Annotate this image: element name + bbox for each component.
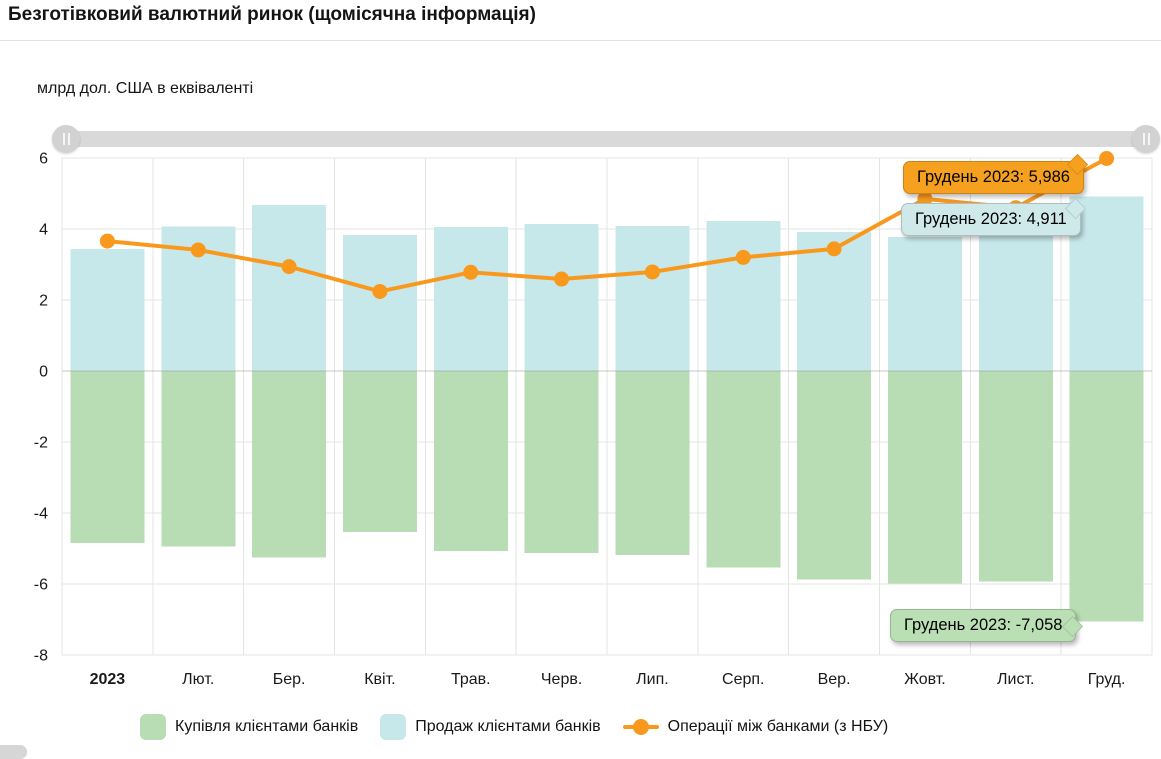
svg-text:-6: -6 [34,577,48,594]
svg-text:Груд.: Груд. [1088,671,1126,688]
line-series-icon [622,714,659,740]
scroll-indicator [0,745,27,759]
range-slider-left-handle[interactable] [52,125,80,153]
tooltip-text: Грудень 2023: 4,911 [915,210,1067,228]
range-slider-track[interactable] [60,131,1152,147]
svg-text:Лип.: Лип. [636,671,669,688]
range-slider-right-handle[interactable] [1132,125,1160,153]
svg-text:Серп.: Серп. [722,671,764,688]
legend-label: Операції між банками (з НБУ) [667,718,889,735]
svg-text:Лист.: Лист. [997,671,1034,688]
svg-text:4: 4 [39,222,48,239]
svg-text:Лют.: Лют. [182,671,214,688]
axis-units-label: млрд дол. США в еквіваленті [37,80,254,97]
header-divider [0,40,1161,41]
svg-text:Бер.: Бер. [273,671,306,688]
legend-label: Купівля клієнтами банків [175,718,359,735]
tooltip-sales: Грудень 2023: 4,911 [901,197,1086,236]
svg-text:-2: -2 [34,435,48,452]
handle-grip-icon [1142,133,1145,145]
svg-text:6: 6 [39,151,48,168]
handle-grip-icon [1147,133,1150,145]
svg-text:-8: -8 [34,648,48,665]
handle-grip-icon [62,133,65,145]
handle-grip-icon [67,133,70,145]
legend-item-interbank: Операції між банками (з НБУ) [622,714,889,740]
legend: Купівля клієнтами банків Продаж клієнтам… [140,714,888,740]
svg-text:Черв.: Черв. [541,671,582,688]
tooltip-text: Грудень 2023: -7,058 [904,616,1063,634]
line-series-dot-icon [632,719,649,735]
page-title: Безготівковий валютний ринок (щомісячна … [8,4,536,25]
purchases-swatch-icon [140,714,166,740]
legend-item-sales: Продаж клієнтами банків [380,714,601,740]
svg-text:Жовт.: Жовт. [904,671,946,688]
legend-item-purchases: Купівля клієнтами банків [140,714,358,740]
svg-text:Вер.: Вер. [818,671,851,688]
sales-swatch-icon [380,714,407,740]
svg-text:0: 0 [39,364,48,381]
tooltip-interbank: Грудень 2023: 5,986 [903,153,1089,194]
svg-text:-4: -4 [34,506,48,523]
svg-text:Трав.: Трав. [451,671,491,688]
tooltip-purchases: Грудень 2023: -7,058 [890,609,1084,642]
svg-text:2: 2 [39,293,48,310]
chart-plot[interactable]: 6 4 2 0 -2 -4 -6 -8 2023 Лют. Бер. Квіт. Трав. Черв. Л… [0,145,1161,700]
legend-label: Продаж клієнтами банків [415,718,601,735]
svg-text:Квіт.: Квіт. [364,671,395,688]
tooltip-text: Грудень 2023: 5,986 [917,168,1070,186]
svg-text:2023: 2023 [90,671,126,688]
